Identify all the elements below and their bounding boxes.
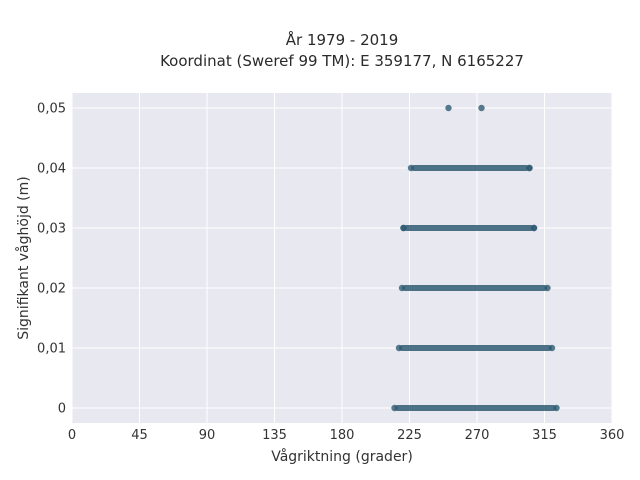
x-tick-label: 225 [397,428,422,443]
scatter-band [394,405,557,411]
x-tick-label: 90 [199,428,216,443]
y-axis-ticks: 0 0,01 0,02 0,03 0,04 0,05 [37,102,66,417]
scatter-point [407,164,415,172]
scatter-point [478,104,485,112]
y-tick-label: 0,01 [37,342,66,357]
y-tick-label: 0,04 [37,162,66,177]
x-axis-label: Vågriktning (grader) [271,448,413,465]
scatter-band [403,225,534,231]
y-tick-label: 0,03 [37,222,66,237]
scatter-point [553,404,560,412]
chart-title: År 1979 - 2019 [286,30,399,49]
x-tick-label: 315 [532,428,557,443]
scatter-point [398,284,406,292]
scatter-band [402,285,548,291]
chart-subtitle: Koordinat (Sweref 99 TM): E 359177, N 61… [160,52,524,70]
scatter-point [526,164,533,172]
x-tick-label: 270 [465,428,490,443]
x-tick-label: 135 [262,428,287,443]
x-tick-label: 180 [330,428,355,443]
scatter-point [395,344,403,352]
x-axis-ticks: 0 45 90 135 180 225 270 315 360 [68,428,625,443]
scatter-point [400,224,407,232]
y-tick-label: 0 [58,402,66,417]
x-tick-label: 360 [600,428,625,443]
scatter-point [548,344,556,352]
y-axis-label: Signifikant våghöjd (m) [15,176,32,339]
scatter-point [445,104,452,112]
y-tick-label: 0,05 [37,102,66,117]
scatter-point [530,224,538,232]
scatter-point [544,284,551,292]
scatter-band [399,345,552,351]
x-tick-label: 45 [131,428,148,443]
scatter-points [400,104,538,232]
x-tick-label: 0 [68,428,76,443]
scatter-band [411,165,530,171]
scatter-point [391,404,398,412]
y-tick-label: 0,02 [37,282,66,297]
